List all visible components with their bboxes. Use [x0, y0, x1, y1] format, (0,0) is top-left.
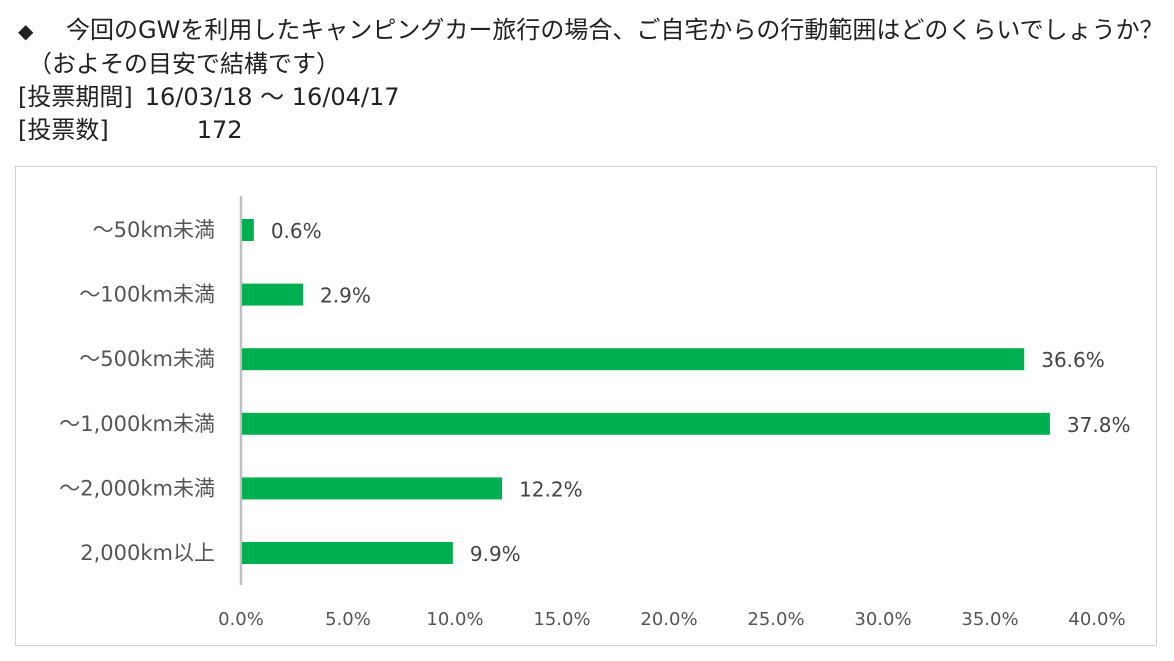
data-label: 2.9% [320, 284, 371, 308]
x-tick-label: 20.0% [640, 609, 697, 630]
data-label: 37.8% [1067, 413, 1131, 437]
x-tick-label: 10.0% [426, 609, 483, 630]
data-label: 9.9% [470, 542, 521, 566]
category-label: ～500km未満 [79, 347, 215, 371]
bar [242, 412, 1050, 435]
x-tick-label: 25.0% [747, 609, 804, 630]
vote-period-row: [投票期間] 16/03/18 ～ 16/04/17 [18, 81, 1164, 114]
data-label: 0.6% [271, 219, 322, 243]
x-tick-label: 15.0% [533, 609, 590, 630]
vote-count-label: [投票数] [18, 116, 109, 144]
vote-period-label: [投票期間] [18, 83, 133, 111]
question-text: 今回のGWを利用したキャンピングカー旅行の場合、ご自宅からの行動範囲はどのくらい… [66, 16, 1164, 44]
x-tick-label: 30.0% [854, 609, 911, 630]
vote-count-value: 172 [196, 116, 243, 144]
bar [242, 348, 1025, 371]
x-tick-label: 5.0% [325, 609, 371, 630]
data-label: 12.2% [519, 477, 583, 501]
vote-count-row: [投票数] 172 [18, 114, 1164, 147]
x-tick-label: 0.0% [218, 609, 264, 630]
data-label: 36.6% [1041, 348, 1105, 372]
bar [242, 477, 503, 500]
question-note: （およその目安で結構です） [28, 50, 340, 78]
x-tick-label: 35.0% [961, 609, 1018, 630]
x-tick-label: 40.0% [1068, 609, 1125, 630]
category-label: ～50km未満 [93, 218, 215, 242]
question-line: ◆ 今回のGWを利用したキャンピングカー旅行の場合、ご自宅からの行動範囲はどのく… [18, 14, 1164, 48]
chart-frame [15, 166, 1157, 646]
diamond-icon: ◆ [18, 19, 34, 43]
bar [242, 542, 453, 564]
category-label: ～100km未満 [79, 283, 215, 307]
category-label: ～1,000km未満 [59, 412, 215, 436]
category-label: ～2,000km未満 [59, 476, 215, 500]
vote-period-value: 16/03/18 ～ 16/04/17 [144, 83, 400, 111]
bar [242, 283, 304, 306]
bar [242, 219, 254, 241]
chart-header: ◆ 今回のGWを利用したキャンピングカー旅行の場合、ご自宅からの行動範囲はどのく… [18, 14, 1164, 147]
category-label: 2,000km以上 [80, 541, 215, 565]
